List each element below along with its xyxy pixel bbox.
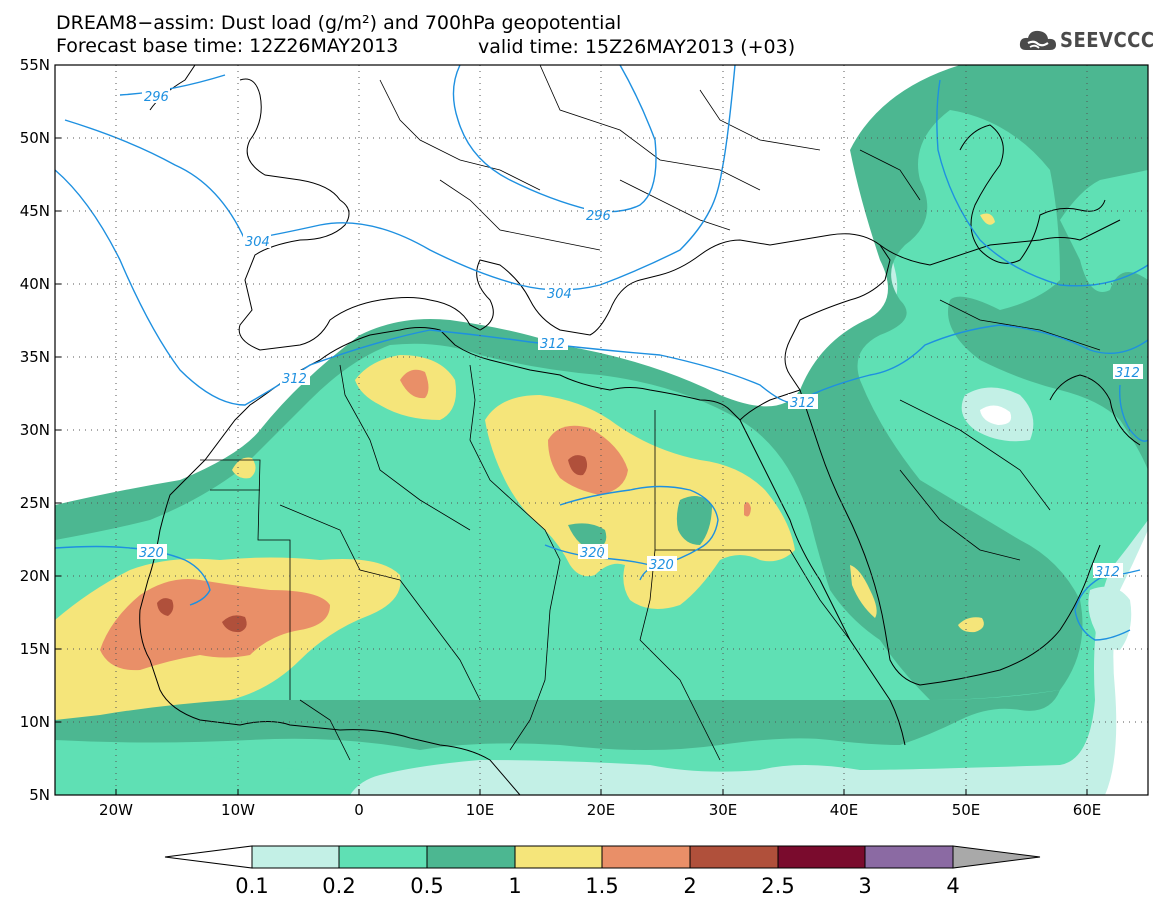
contour-label: 296 [586,209,611,224]
contour-label: 312 [1095,565,1120,580]
colorbar-label: 0.5 [410,874,443,898]
lat-label: 10N [20,713,50,731]
dust-band-2 [157,455,588,633]
contour-label: 304 [245,235,270,250]
contour-label: 304 [547,287,572,302]
lon-label: 60E [1073,801,1102,819]
lon-label: 20W [99,801,133,819]
lon-label: 0 [354,801,364,819]
contour-label: 312 [790,396,815,411]
lat-label: 20N [20,567,50,585]
cloud-icon [1019,30,1056,50]
colorbar-high-arrow [952,845,1041,869]
colorbar-label: 0.1 [235,874,268,898]
dust-band-1-5 [100,369,751,671]
colorbar-swatch-1-5 [601,845,691,869]
coastlines [139,65,1141,795]
valid-time: valid time: 15Z26MAY2013 (+03) [478,36,796,58]
lon-label: 10W [221,801,255,819]
lon-label: 20E [587,801,616,819]
colorbar-swatch-2 [689,845,779,869]
colorbar-swatch-0-2 [338,845,428,869]
contour-label: 320 [580,546,605,561]
lon-label: 30E [709,801,738,819]
contour-label: 320 [649,558,674,573]
colorbar-low-arrow [164,845,253,869]
colorbar: 0.1 0.2 0.5 1 1.5 2 2.5 3 4 [164,845,1041,898]
contour-label: 312 [540,337,565,352]
contour-label: 312 [1115,366,1140,381]
contour-labels: 296 296 304 304 312 312 312 312 312 320 … [137,88,1143,580]
lat-label: 55N [20,56,50,74]
lon-label: 40E [830,801,859,819]
longitude-labels: 20W 10W 0 10E 20E 30E 40E 50E 60E [99,801,1101,819]
colorbar-label: 3 [858,874,871,898]
colorbar-label: 0.2 [322,874,355,898]
lon-label: 10E [466,801,495,819]
contour-label: 320 [139,546,164,561]
logo-text: SEEVCCC [1060,28,1155,52]
colorbar-swatch-0-1 [251,845,340,869]
lat-label: 30N [20,421,50,439]
geopotential-contours [55,65,1148,641]
lon-label: 50E [952,801,981,819]
colorbar-label: 2.5 [761,874,794,898]
colorbar-swatch-2-5 [777,845,866,869]
tick-marks [55,64,1088,796]
latitude-labels: 55N 50N 45N 40N 35N 30N 25N 20N 15N 10N … [20,56,50,804]
colorbar-label: 1.5 [585,874,618,898]
forecast-base-time: Forecast base time: 12Z26MAY2013 [56,35,399,57]
colorbar-swatch-0-5 [426,845,516,869]
lat-label: 35N [20,348,50,366]
map-gridlines [55,65,1148,795]
colorbar-label: 4 [946,874,959,898]
lat-label: 25N [20,494,50,512]
colorbar-label: 2 [683,874,696,898]
lat-label: 5N [29,786,50,804]
seevccc-logo: SEEVCCC [1018,26,1155,56]
colorbar-swatch-1 [514,845,603,869]
colorbar-label: 1 [508,874,521,898]
map-area: 296 296 304 304 312 312 312 312 312 320 … [55,65,1148,795]
lat-label: 15N [20,640,50,658]
contour-label: 312 [282,372,307,387]
lat-label: 50N [20,129,50,147]
contour-label: 296 [144,90,169,105]
lat-label: 40N [20,275,50,293]
map-title: DREAM8−assim: Dust load (g/m²) and 700hP… [56,12,622,34]
lat-label: 45N [20,202,50,220]
colorbar-swatch-3 [864,845,954,869]
country-borders [200,65,1101,761]
